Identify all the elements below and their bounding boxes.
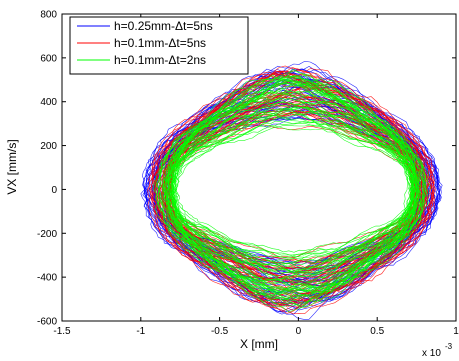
trajectory-line	[156, 71, 429, 314]
y-axis-label: VX [mm/s]	[5, 139, 19, 194]
x-tick-label: 0.5	[370, 326, 384, 337]
x-tick-label: 0	[296, 326, 302, 337]
y-tick-label: -200	[37, 229, 57, 240]
trajectory-line	[152, 79, 429, 302]
trajectory-line	[168, 109, 415, 265]
trajectory-line	[173, 92, 411, 291]
series-layer	[140, 60, 443, 320]
x-exponent-power: -3	[445, 342, 453, 351]
series-2	[153, 69, 431, 313]
y-tick-label: 400	[40, 97, 57, 108]
y-tick-label: 200	[40, 141, 57, 152]
trajectory-line	[172, 104, 411, 270]
x-exponent-label: x 10	[422, 348, 441, 359]
trajectory-line	[153, 85, 428, 289]
x-tick-label: -0.5	[211, 326, 229, 337]
y-tick-label: -600	[37, 317, 57, 328]
trajectory-line	[161, 90, 420, 286]
x-tick-label: -1.5	[53, 326, 71, 337]
trajectory-line	[168, 108, 414, 272]
trajectory-line	[175, 124, 413, 253]
trajectory-line	[149, 73, 436, 308]
y-tick-label: 600	[40, 53, 57, 64]
x-tick-label: -1	[136, 326, 145, 337]
trajectory-line	[163, 106, 418, 270]
legend: h=0.25mm-Δt=5ns h=0.1mm-Δt=5ns h=0.1mm-Δt=…	[69, 16, 249, 75]
legend-label: h=0.1mm-Δt=5ns	[114, 36, 206, 50]
y-tick-label: 800	[40, 10, 57, 21]
trajectory-line	[165, 80, 422, 294]
axes-box	[61, 13, 457, 322]
trajectory-line	[172, 116, 415, 259]
x-tick-label: 1	[453, 326, 459, 337]
trajectory-line	[155, 91, 427, 294]
trajectory-line	[147, 69, 434, 304]
y-tick-label: 0	[51, 185, 57, 196]
ticks-layer: -1.5 -1 -0.5 0 0.5 1 -600 -400 -200 0 200 400 600 800	[37, 10, 459, 338]
legend-label: h=0.25mm-Δt=5ns	[114, 19, 213, 33]
legend-label: h=0.1mm-Δt=2ns	[114, 53, 206, 67]
trajectory-line	[157, 82, 426, 289]
y-tick-label: -400	[37, 273, 57, 284]
x-axis-label: X [mm]	[240, 337, 278, 351]
